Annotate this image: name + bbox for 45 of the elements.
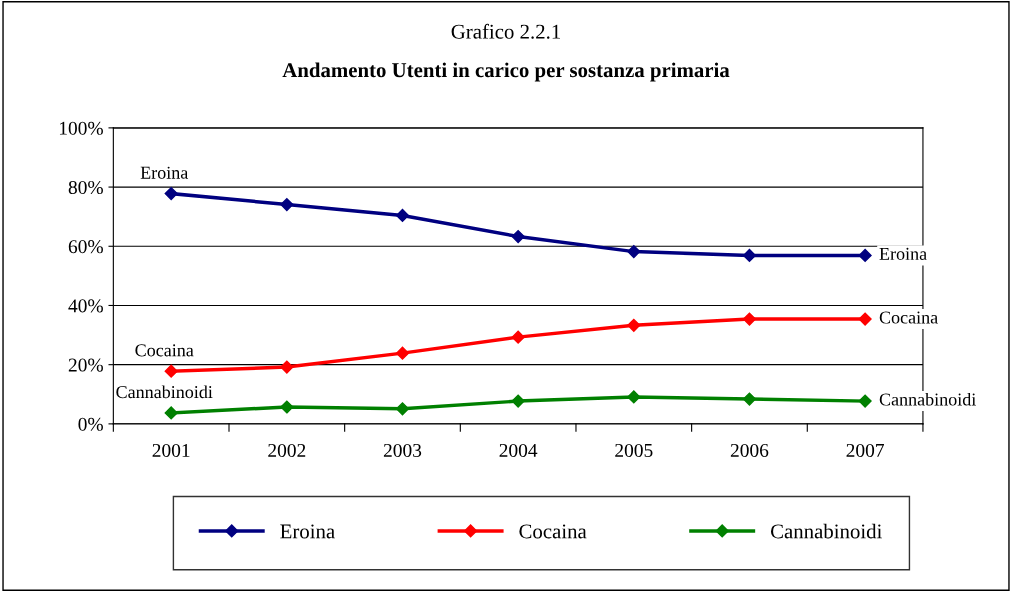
point	[280, 360, 294, 374]
x-tick-label: 2002	[268, 443, 306, 457]
x-tick-label: 2001	[152, 443, 190, 457]
point	[742, 312, 757, 326]
point	[627, 245, 641, 259]
chart-title: Grafico 2.2.1	[451, 23, 560, 39]
point	[164, 186, 178, 201]
point	[280, 197, 294, 212]
x-tick-label: 2006	[730, 443, 769, 457]
point	[395, 402, 410, 416]
point	[627, 390, 641, 404]
point	[164, 364, 178, 378]
point	[511, 330, 525, 344]
point	[280, 400, 294, 414]
chart-subtitle: Andamento Utenti in carico per sostanza primaria	[282, 62, 730, 82]
y-tick-label: 0%	[78, 417, 103, 431]
point	[742, 392, 757, 406]
point	[395, 208, 410, 223]
point	[858, 312, 872, 326]
legend-label: Cocaina	[519, 524, 587, 539]
text: Cannabinoidi	[116, 385, 213, 399]
point	[742, 248, 757, 263]
legend-label: Eroina	[280, 524, 335, 539]
y-tick-label: 60%	[68, 240, 103, 254]
legend-label: Cannabinoidi	[770, 523, 882, 539]
point	[511, 229, 525, 244]
x-tick-label: 2004	[499, 443, 538, 457]
x-tick-label: 2007	[846, 443, 884, 457]
y-tick-label: 100%	[59, 121, 103, 135]
text: Cocaina	[135, 344, 194, 357]
x-tick-label: 2003	[383, 443, 422, 457]
point	[511, 394, 525, 408]
y-tick-label: 20%	[68, 358, 103, 372]
x-tick-label: 2005	[615, 443, 653, 457]
point	[858, 248, 872, 263]
point	[164, 406, 178, 420]
point	[395, 346, 410, 360]
text: Cocaina	[879, 311, 938, 324]
text: Eroina	[140, 166, 189, 179]
point	[858, 394, 872, 408]
y-tick-label: 80%	[68, 180, 103, 195]
text: Eroina	[879, 247, 927, 260]
point	[627, 318, 641, 332]
text: Cannabinoidi	[879, 392, 976, 406]
y-tick-label: 40%	[68, 299, 103, 313]
